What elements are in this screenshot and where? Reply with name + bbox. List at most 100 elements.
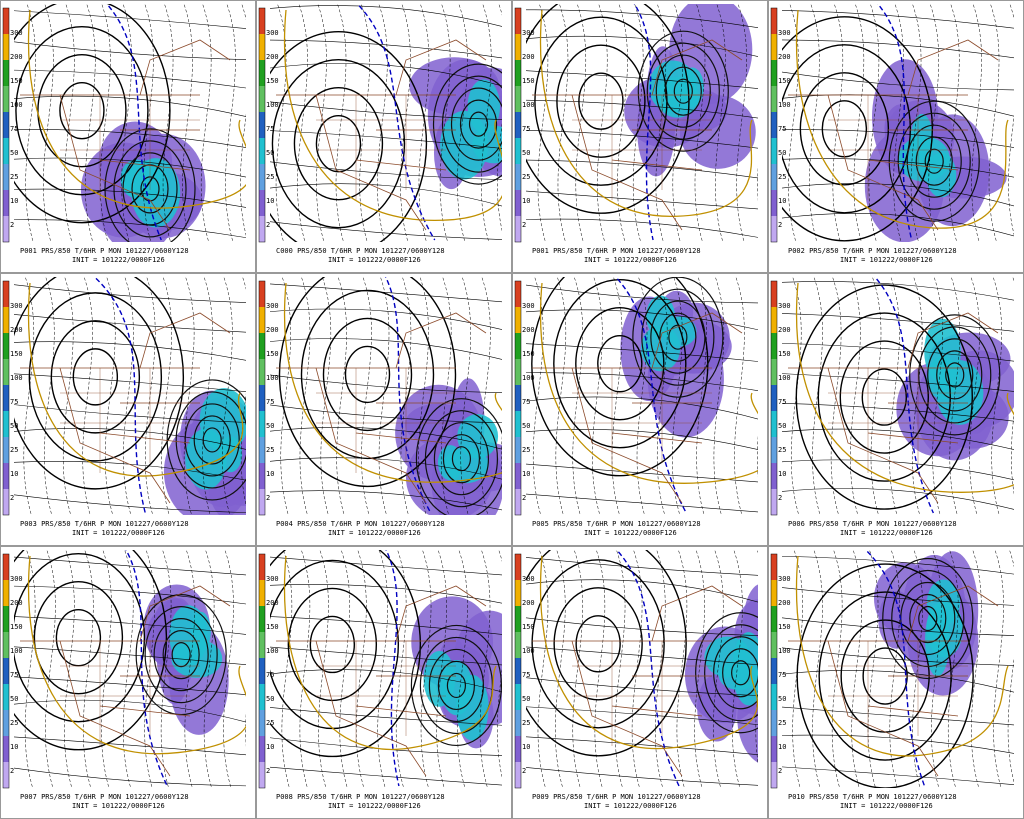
colorbar-swatch [3,112,9,138]
colorbar-swatch [3,8,9,34]
pressure-contour [861,368,907,426]
colorbar-swatch [515,658,521,684]
temp-contour [318,550,329,788]
temp-contour [715,4,726,242]
low-contour [446,672,467,699]
low-contour [175,391,246,489]
colorbar-label: 100 [522,374,535,382]
colorbar-label: 10 [10,743,18,751]
temp-contour [64,550,75,788]
colorbar-swatch [771,164,777,190]
colorbar-swatch [259,684,265,710]
low-contour [713,636,758,710]
colorbar-swatch [771,411,777,437]
colorbar-swatch [3,86,9,112]
colorbar-swatch [259,580,265,606]
borders [788,312,999,504]
thin-contour [270,404,502,424]
colorbar-label: 50 [778,149,786,157]
low-contour [668,324,688,350]
temp-contour [636,277,648,515]
colorbar-swatch [3,411,9,437]
temp-contour [299,550,311,788]
colorbar-label: 10 [10,197,18,205]
temp-contour [991,277,1002,515]
thickness-line [27,555,246,755]
pressure-contour [33,581,124,695]
panel-init: INIT = 101222/0000F126 [840,529,933,537]
thin-contour [526,9,758,29]
colorbar-swatch [515,632,521,658]
thin-contour [782,71,1014,91]
colorbar-label: 25 [10,446,18,454]
colorbar-swatch [259,86,265,112]
map-panel: 300 200 150 100 75 50 25 10 2 C000 PRS/850 T/6HR … [256,0,512,273]
colorbar-label: 25 [778,446,786,454]
colorbar-label: 25 [266,173,274,181]
colorbar-swatch [515,190,521,216]
colorbar-swatch [3,489,9,515]
borders [532,312,743,504]
colorbar-frame [770,7,778,243]
colorbar-swatch [3,60,9,86]
thin-contour [526,284,758,304]
low-contour [432,63,502,185]
map-layer [270,4,502,242]
colorbar-swatch [3,164,9,190]
temp-contour [297,4,308,242]
colorbar-swatch [771,281,777,307]
colorbar-label: 300 [522,575,535,583]
colorbar-label: 2 [522,494,526,502]
temp-contour [361,277,372,515]
colorbar-swatch [771,333,777,359]
colorbar-label: 100 [778,101,791,109]
low-contour [459,99,498,149]
panel-caption: P002 PRS/850 T/6HR P MON 101227/0600Y128 [788,247,957,255]
colorbar-label: 25 [522,173,530,181]
pressure-contour [782,44,912,214]
thin-contour [782,213,1014,237]
colorbar-label: 25 [10,173,18,181]
temp-contour [184,550,196,788]
colorbar-label: 200 [778,53,791,61]
colorbar-label: 150 [10,623,23,631]
temp-contour [240,277,246,506]
temp-contour [240,4,246,236]
panel-init: INIT = 101222/0000F126 [840,256,933,264]
colorbar-swatch [259,658,265,684]
colorbar-swatch [515,138,521,164]
temp-contour [614,550,626,788]
temp-contour [575,4,587,242]
low-contour [433,422,490,496]
panel-init: INIT = 101222/0000F126 [584,256,677,264]
thin-contour [526,343,758,362]
temp-contour [850,277,861,515]
map-area [270,277,502,515]
borders [276,39,487,231]
low-contour [468,111,489,137]
colorbar-label: 75 [266,125,274,133]
temp-contour [400,4,411,242]
colorbar-label: 50 [266,695,274,703]
colorbar-frame [258,280,266,516]
temp-contour [617,4,628,242]
map-area [782,550,1014,788]
colorbar-swatch [3,463,9,489]
map-area [270,4,502,242]
panel-init: INIT = 101222/0000F126 [584,529,677,537]
colorbar-label: 25 [522,719,530,727]
colorbar-label: 100 [10,374,23,382]
map-layer [14,4,246,242]
map-layer [782,4,1014,242]
temp-contour [832,4,844,242]
freezing-line [614,277,687,514]
colorbar-frame [258,553,266,789]
low-contour [891,569,965,668]
temp-contour [377,550,388,788]
low-contour [637,30,729,152]
colorbar-label: 100 [778,647,791,655]
pressure-contour [59,81,105,140]
thin-contour [270,338,502,360]
thickness-line [795,555,1009,757]
colorbar-swatch [259,138,265,164]
